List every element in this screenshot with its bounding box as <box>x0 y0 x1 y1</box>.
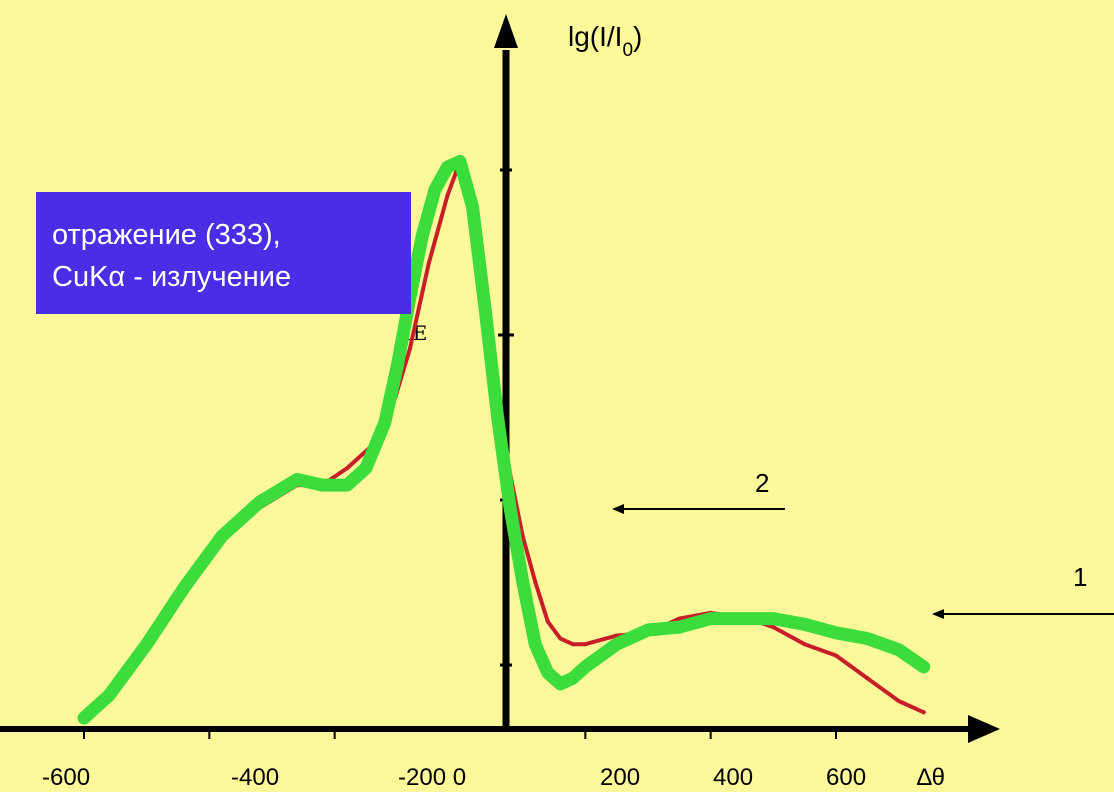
data-point <box>566 672 579 685</box>
data-point <box>391 359 404 372</box>
data-point <box>533 579 538 584</box>
data-point <box>579 660 592 673</box>
data-point <box>504 501 517 514</box>
annotation-box: отражение (333), CuKα - излучение <box>36 192 411 314</box>
y-axis-title-main: lg(I/I <box>568 21 622 52</box>
y-axis-title-subscript: 0 <box>622 40 633 61</box>
data-point <box>767 612 780 625</box>
data-point <box>610 638 623 651</box>
series-1 <box>77 154 931 725</box>
data-point <box>426 261 431 266</box>
y-axis-title-close: ) <box>633 21 642 52</box>
data-point <box>545 619 550 624</box>
x-tick-label: 400 <box>713 764 753 791</box>
data-point <box>445 193 450 198</box>
data-point <box>558 636 563 641</box>
data-point <box>798 618 811 631</box>
data-point <box>253 496 266 509</box>
x-tick-label: -200 0 <box>398 764 466 791</box>
data-point <box>407 346 412 351</box>
data-point <box>865 676 870 681</box>
annotation-line-2: CuKα - излучение <box>52 261 292 293</box>
data-point <box>892 643 905 656</box>
data-point <box>341 479 354 492</box>
data-point <box>345 466 350 471</box>
y-axis-arrow-icon <box>494 14 518 48</box>
series-label-2: 2 <box>755 468 769 498</box>
data-point <box>416 229 429 242</box>
data-point <box>291 473 304 486</box>
series-group <box>77 154 931 725</box>
data-point <box>704 612 717 625</box>
data-point <box>830 626 842 639</box>
x-tick-label: -400 <box>231 764 279 791</box>
data-point <box>428 183 441 196</box>
data-point <box>614 633 619 638</box>
x-axis-title: ∆θ <box>917 764 945 791</box>
data-point <box>861 632 874 645</box>
x-ticks: -600 -400 -200 0 200 400 600 <box>42 729 866 791</box>
data-point <box>921 710 926 715</box>
x-tick-label: 600 <box>826 764 866 791</box>
data-point <box>570 642 575 647</box>
data-point <box>802 642 807 647</box>
data-point <box>673 621 686 634</box>
data-point <box>529 638 542 651</box>
data-point <box>677 616 682 621</box>
data-point <box>642 624 654 636</box>
data-point <box>917 660 930 673</box>
data-point <box>491 411 504 423</box>
data-point <box>140 638 153 651</box>
series-label-1: 1 <box>1073 562 1087 592</box>
x-axis-arrow-icon <box>968 715 1000 743</box>
series-callouts: 2 1 <box>612 468 1114 619</box>
data-point <box>360 462 372 475</box>
data-point <box>516 575 529 588</box>
data-point <box>454 155 466 168</box>
data-point <box>215 530 228 543</box>
data-point <box>178 581 191 594</box>
y-axis-title: lg(I/I0) <box>568 21 642 61</box>
series-label-2-arrow-icon <box>612 504 624 514</box>
data-point <box>378 416 391 429</box>
series-label-1-arrow-icon <box>932 609 944 619</box>
data-point <box>479 303 492 315</box>
data-point <box>441 161 454 173</box>
annotation-line-1: отражение (333), <box>52 219 281 251</box>
data-point <box>78 712 90 724</box>
axes: 1E <box>0 14 1000 743</box>
data-point <box>554 677 567 690</box>
data-point <box>541 666 554 679</box>
y-axis-title-group: lg(I/I0) <box>568 21 642 61</box>
x-tick-label: 200 <box>600 764 640 791</box>
data-point <box>316 479 329 492</box>
x-tick-label: -600 <box>42 764 90 791</box>
data-point <box>736 612 748 625</box>
data-point <box>834 653 838 658</box>
data-point <box>466 200 479 213</box>
data-point <box>896 699 901 703</box>
data-point <box>103 689 116 702</box>
data-point <box>771 625 776 630</box>
data-point <box>583 642 588 647</box>
